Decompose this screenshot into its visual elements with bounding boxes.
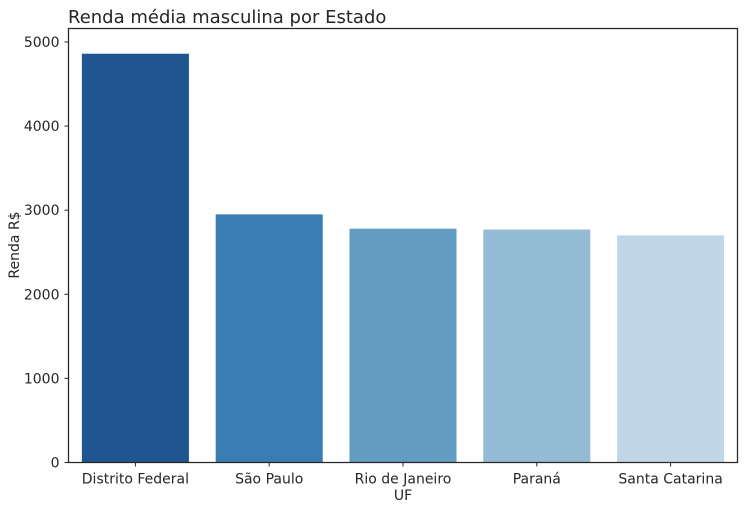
y-tick-label-5: 5000: [24, 35, 60, 51]
bar-3: [483, 229, 591, 463]
x-tick-label-2: Rio de Janeiro: [355, 472, 452, 488]
y-tick-label-2: 2000: [24, 287, 60, 303]
x-tick-label-1: São Paulo: [235, 472, 303, 488]
bar-0: [81, 53, 189, 463]
x-tick-label-0: Distrito Federal: [82, 472, 189, 488]
y-tick-label-0: 0: [51, 456, 60, 472]
y-tick-label-3: 3000: [24, 203, 60, 219]
y-tick-label-4: 4000: [24, 119, 60, 135]
x-tick-label-4: Santa Catarina: [618, 472, 722, 488]
x-axis-label: UF: [394, 488, 412, 504]
y-tick-label-1: 1000: [24, 371, 60, 387]
x-axis-ticks: Distrito Federal São Paulo Rio de Janeiro P…: [82, 462, 723, 488]
bars-group: [81, 53, 725, 463]
x-tick-label-3: Paraná: [513, 472, 561, 488]
y-axis-label: Renda R$: [7, 211, 23, 278]
chart-title: Renda média masculina por Estado: [68, 7, 386, 28]
plot-frame: [67, 27, 739, 464]
bar-1: [215, 214, 323, 463]
bar-4: [617, 235, 725, 463]
bar-2: [349, 228, 457, 463]
y-axis-ticks: 0 1000 2000 3000 4000 5000: [24, 35, 69, 472]
